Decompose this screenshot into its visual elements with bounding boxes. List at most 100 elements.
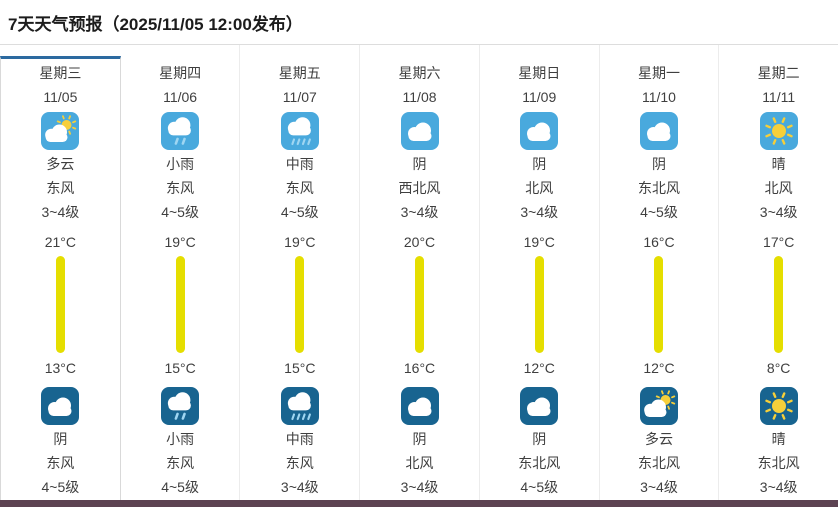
- forecast-day-column[interactable]: 星期二 11/11 晴 北风 3~4级 17°C 8°C 晴 东北风 3~4级: [718, 45, 838, 500]
- date-label: 11/11: [762, 89, 796, 105]
- forecast-day-column[interactable]: 星期三 11/05 多云 东风 3~4级 21°C 13°C 阴 东风 4~5级: [0, 56, 121, 500]
- high-temp-label: 19°C: [164, 234, 196, 250]
- day-wind-level: 3~4级: [759, 204, 798, 220]
- day-wind-direction: 东风: [285, 180, 314, 196]
- date-label: 11/09: [522, 89, 557, 105]
- date-label: 11/08: [402, 89, 437, 105]
- night-wind-direction: 东北风: [637, 455, 680, 471]
- weekday-label: 星期二: [757, 65, 800, 81]
- day-wind-direction: 东风: [166, 180, 195, 196]
- weekday-label: 星期四: [159, 65, 202, 81]
- sunny-icon: [759, 112, 798, 150]
- day-weather-label: 中雨: [285, 156, 314, 172]
- high-temp-label: 17°C: [763, 234, 795, 250]
- date-label: 11/05: [43, 89, 78, 105]
- night-wind-direction: 东北风: [518, 455, 561, 471]
- moderate-rain-icon: [280, 387, 319, 425]
- night-weather-label: 阴: [532, 431, 547, 447]
- weekday-label: 星期六: [398, 65, 441, 81]
- partly-cloudy-icon: [639, 387, 678, 425]
- low-temp-label: 12°C: [523, 360, 555, 376]
- night-weather-label: 多云: [644, 431, 673, 447]
- overcast-icon: [520, 387, 559, 425]
- day-weather-label: 阴: [651, 156, 666, 172]
- night-wind-direction: 东风: [46, 455, 75, 471]
- night-weather-label: 阴: [412, 431, 427, 447]
- overcast-icon: [41, 387, 80, 425]
- day-weather-label: 小雨: [166, 156, 195, 172]
- bottom-bar: [0, 500, 838, 507]
- low-temp-label: 8°C: [766, 360, 791, 376]
- weekday-label: 星期五: [278, 65, 321, 81]
- night-wind-level: 3~4级: [640, 479, 678, 495]
- weekday-label: 星期三: [39, 65, 82, 81]
- night-wind-level: 4~5级: [41, 479, 80, 495]
- day-wind-direction: 东北风: [637, 180, 680, 196]
- night-weather-label: 中雨: [285, 431, 314, 447]
- night-weather-label: 小雨: [166, 431, 195, 447]
- overcast-icon: [400, 387, 439, 425]
- low-temp-label: 15°C: [164, 360, 196, 376]
- forecast-day-column[interactable]: 星期四 11/06 小雨 东风 4~5级 19°C 15°C 小雨 东风 4~5…: [120, 45, 240, 500]
- overcast-icon: [400, 112, 439, 150]
- day-wind-level: 3~4级: [400, 204, 439, 220]
- low-temp-label: 16°C: [403, 360, 436, 376]
- day-wind-level: 4~5级: [161, 204, 199, 220]
- date-label: 11/10: [641, 89, 676, 105]
- high-temp-label: 20°C: [403, 234, 436, 250]
- night-wind-level: 4~5级: [520, 479, 559, 495]
- weekday-label: 星期日: [518, 65, 561, 81]
- temp-range-bar: [415, 256, 425, 353]
- weekday-label: 星期一: [637, 65, 680, 81]
- day-weather-label: 晴: [771, 156, 786, 172]
- day-wind-direction: 北风: [525, 180, 554, 196]
- sunny-icon: [759, 387, 798, 425]
- low-temp-label: 12°C: [643, 360, 675, 376]
- day-wind-direction: 东风: [46, 180, 75, 196]
- page-title: 7天天气预报（2025/11/05 12:00发布）: [0, 0, 838, 45]
- day-wind-level: 3~4级: [41, 204, 80, 220]
- high-temp-label: 16°C: [643, 234, 675, 250]
- light-rain-icon: [161, 112, 200, 150]
- temp-range-bar: [774, 256, 784, 353]
- day-wind-direction: 西北风: [398, 180, 441, 196]
- date-label: 11/06: [163, 89, 198, 105]
- night-wind-direction: 东风: [166, 455, 195, 471]
- night-wind-level: 3~4级: [759, 479, 798, 495]
- low-temp-label: 15°C: [284, 360, 316, 376]
- forecast-day-column[interactable]: 星期一 11/10 阴 东北风 4~5级 16°C 12°C 多云 东北风 3~…: [598, 45, 719, 500]
- forecast-day-column[interactable]: 星期五 11/07 中雨 东风 4~5级 19°C 15°C 中雨 东风 3~4…: [239, 45, 360, 500]
- night-wind-level: 3~4级: [400, 479, 439, 495]
- night-wind-direction: 北风: [405, 455, 434, 471]
- forecast-day-column[interactable]: 星期六 11/08 阴 西北风 3~4级 20°C 16°C 阴 北风 3~4级: [359, 45, 479, 500]
- day-wind-direction: 北风: [764, 180, 793, 196]
- temp-range-bar: [175, 256, 185, 353]
- temp-range-bar: [654, 256, 664, 353]
- day-wind-level: 3~4级: [520, 204, 559, 220]
- temp-range-bar: [295, 256, 305, 353]
- day-wind-level: 4~5级: [280, 204, 319, 220]
- low-temp-label: 13°C: [44, 360, 76, 376]
- partly-cloudy-icon: [41, 112, 80, 150]
- night-wind-level: 3~4级: [280, 479, 319, 495]
- high-temp-label: 19°C: [523, 234, 555, 250]
- high-temp-label: 21°C: [44, 234, 76, 250]
- date-label: 11/07: [282, 89, 317, 105]
- day-weather-label: 阴: [412, 156, 427, 172]
- temp-range-bar: [534, 256, 544, 353]
- day-wind-level: 4~5级: [640, 204, 678, 220]
- night-weather-label: 阴: [53, 431, 68, 447]
- day-weather-label: 多云: [46, 156, 75, 172]
- light-rain-icon: [161, 387, 200, 425]
- forecast-day-column[interactable]: 星期日 11/09 阴 北风 3~4级 19°C 12°C 阴 东北风 4~5级: [478, 45, 599, 500]
- night-wind-direction: 东风: [285, 455, 314, 471]
- night-weather-label: 晴: [771, 431, 786, 447]
- night-wind-level: 4~5级: [161, 479, 199, 495]
- night-wind-direction: 东北风: [757, 455, 800, 471]
- high-temp-label: 19°C: [284, 234, 316, 250]
- day-weather-label: 阴: [532, 156, 547, 172]
- temp-range-bar: [55, 256, 65, 353]
- moderate-rain-icon: [280, 112, 319, 150]
- forecast-columns: 星期三 11/05 多云 东风 3~4级 21°C 13°C 阴 东风 4~5级…: [0, 45, 838, 500]
